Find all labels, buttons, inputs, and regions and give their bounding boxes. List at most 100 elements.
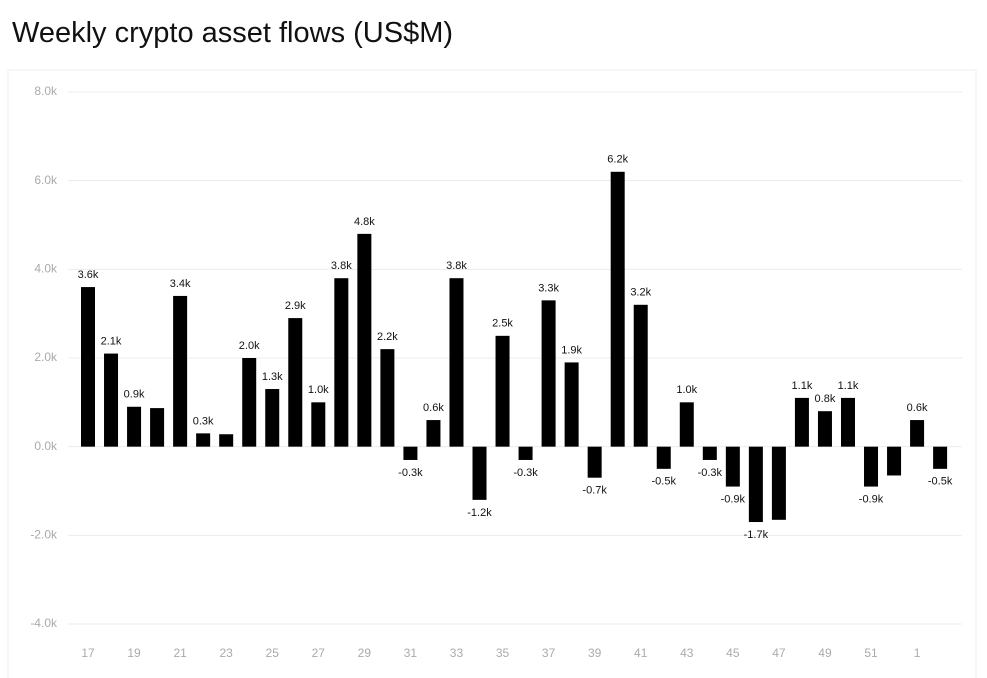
x-tick-label: 45 bbox=[726, 646, 740, 660]
x-tick-label: 17 bbox=[81, 646, 95, 660]
bar bbox=[817, 411, 832, 447]
y-tick-label: 4.0k bbox=[34, 262, 58, 276]
data-label: 3.6k bbox=[78, 269, 99, 281]
x-tick-label: 37 bbox=[542, 646, 556, 660]
x-tick-label: 29 bbox=[358, 646, 372, 660]
chart-card bbox=[7, 69, 977, 678]
data-label: -1.2k bbox=[467, 507, 492, 519]
bar bbox=[127, 406, 142, 447]
data-label: 3.3k bbox=[538, 282, 559, 294]
x-tick-label: 49 bbox=[818, 646, 832, 660]
data-label: 2.9k bbox=[285, 300, 306, 312]
data-label: 1.3k bbox=[262, 371, 283, 383]
bar bbox=[242, 358, 257, 447]
data-label: 3.4k bbox=[170, 278, 191, 290]
bar bbox=[656, 446, 671, 469]
data-label: 6.2k bbox=[607, 154, 628, 166]
bar bbox=[864, 446, 879, 487]
x-tick-label: 19 bbox=[127, 646, 141, 660]
data-label: 0.8k bbox=[815, 393, 836, 405]
y-tick-label: -4.0k bbox=[30, 616, 58, 630]
bar bbox=[633, 304, 648, 447]
bar bbox=[426, 420, 441, 447]
data-label: 1.1k bbox=[792, 380, 813, 392]
x-tick-label: 41 bbox=[634, 646, 648, 660]
bar bbox=[81, 287, 95, 447]
bar bbox=[587, 446, 602, 478]
bar bbox=[564, 362, 579, 447]
bar bbox=[794, 397, 809, 447]
bar bbox=[403, 446, 418, 460]
data-label: 2.0k bbox=[239, 340, 260, 352]
bar bbox=[265, 389, 280, 447]
bar bbox=[150, 408, 165, 447]
data-label: 2.5k bbox=[492, 318, 513, 330]
bar bbox=[449, 278, 464, 447]
bar bbox=[679, 402, 694, 447]
x-tick-label: 47 bbox=[772, 646, 786, 660]
data-label: 1.0k bbox=[676, 384, 697, 396]
bar bbox=[311, 402, 326, 447]
x-tick-label: 21 bbox=[173, 646, 187, 660]
x-tick-label: 51 bbox=[864, 646, 878, 660]
x-tick-label: 43 bbox=[680, 646, 694, 660]
data-label: -0.7k bbox=[582, 485, 607, 497]
x-tick-label: 23 bbox=[220, 646, 234, 660]
bar bbox=[472, 446, 487, 500]
bar bbox=[219, 434, 234, 447]
bar bbox=[104, 353, 119, 447]
data-label: -0.9k bbox=[859, 493, 884, 505]
data-label: -1.7k bbox=[744, 529, 769, 541]
data-label: 3.8k bbox=[331, 260, 352, 272]
x-tick-label: 33 bbox=[450, 646, 464, 660]
bar bbox=[887, 446, 902, 476]
x-tick-label: 35 bbox=[496, 646, 510, 660]
bar bbox=[771, 446, 786, 520]
bar bbox=[334, 278, 349, 447]
x-tick-label: 39 bbox=[588, 646, 602, 660]
bar bbox=[702, 446, 717, 460]
data-label: 1.0k bbox=[308, 384, 329, 396]
bar bbox=[173, 295, 188, 447]
bar bbox=[840, 397, 855, 447]
data-label: 1.9k bbox=[561, 344, 582, 356]
data-label: -0.3k bbox=[398, 467, 423, 479]
data-label: 0.3k bbox=[193, 415, 214, 427]
bar bbox=[933, 446, 948, 469]
x-tick-label: 1 bbox=[914, 646, 921, 660]
x-tick-label: 27 bbox=[312, 646, 326, 660]
bar bbox=[196, 433, 211, 447]
data-label: 3.2k bbox=[630, 287, 651, 299]
data-label: 0.6k bbox=[423, 402, 444, 414]
bar bbox=[380, 349, 395, 447]
x-tick-label: 25 bbox=[266, 646, 280, 660]
bar bbox=[541, 300, 556, 447]
data-label: -0.3k bbox=[698, 467, 723, 479]
y-tick-label: -2.0k bbox=[30, 528, 58, 542]
data-label: 3.8k bbox=[446, 260, 467, 272]
y-tick-label: 2.0k bbox=[34, 350, 58, 364]
y-tick-label: 6.0k bbox=[34, 173, 58, 187]
data-label: 0.6k bbox=[907, 402, 928, 414]
data-label: -0.3k bbox=[513, 467, 538, 479]
bar bbox=[288, 318, 303, 447]
bar bbox=[748, 446, 763, 523]
data-label: -0.5k bbox=[928, 476, 953, 488]
data-label: 4.8k bbox=[354, 216, 375, 228]
data-label: 2.2k bbox=[377, 331, 398, 343]
bar bbox=[518, 446, 533, 460]
data-label: 0.9k bbox=[124, 389, 145, 401]
x-tick-label: 31 bbox=[404, 646, 418, 660]
data-label: 2.1k bbox=[101, 335, 122, 347]
bar bbox=[357, 233, 372, 447]
data-label: -0.9k bbox=[721, 493, 746, 505]
bar bbox=[910, 420, 925, 447]
bar bbox=[725, 446, 740, 487]
bar bbox=[495, 335, 510, 447]
data-label: -0.5k bbox=[652, 476, 677, 488]
chart-title: Weekly crypto asset flows (US$M) bbox=[12, 17, 453, 49]
bar bbox=[610, 171, 625, 447]
data-label: 1.1k bbox=[838, 380, 859, 392]
